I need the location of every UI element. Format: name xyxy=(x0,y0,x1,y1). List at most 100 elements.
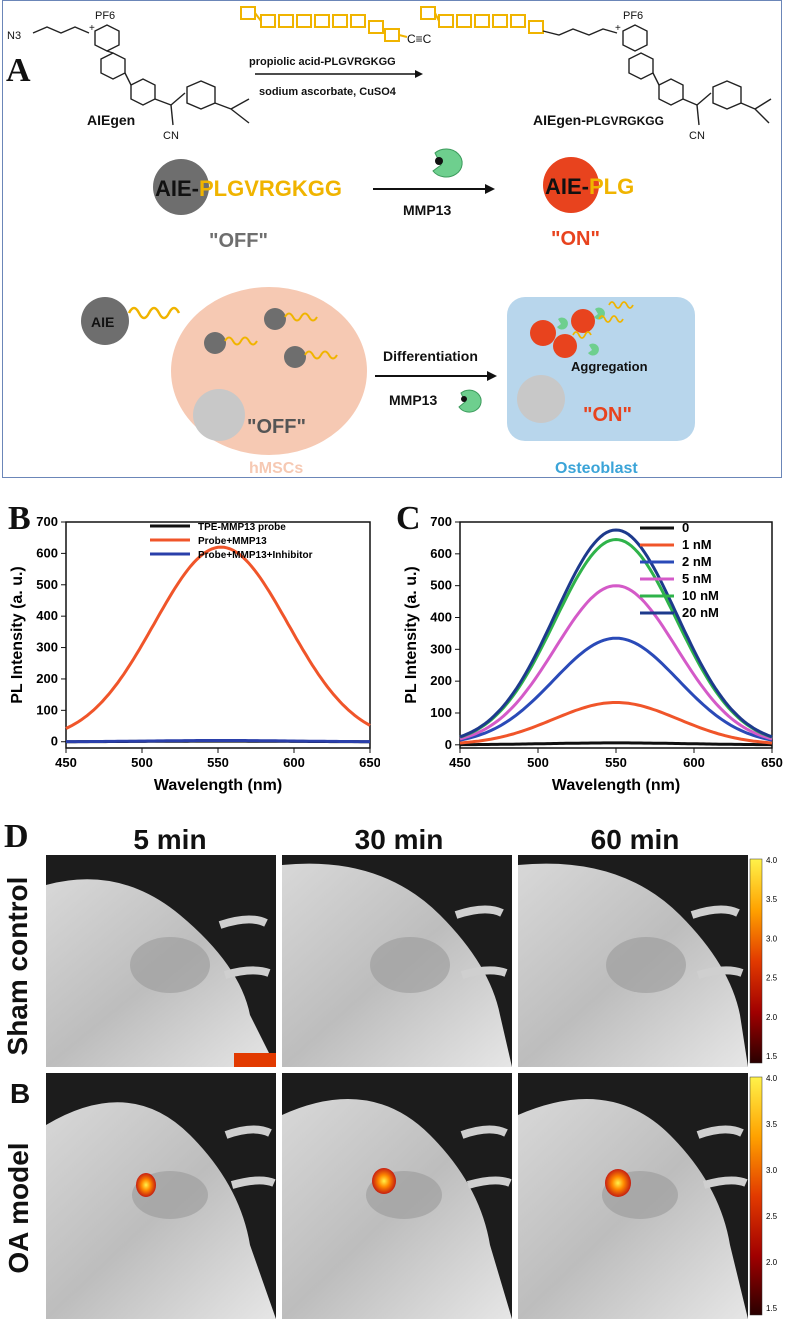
peptide-wave xyxy=(127,306,181,320)
series-line-2 xyxy=(459,636,773,742)
row-b-marker: B xyxy=(10,1078,31,1109)
on-label: "ON" xyxy=(551,228,600,250)
colorbar-tick-top: 2.0 xyxy=(766,1013,778,1022)
probe-gray-ball xyxy=(153,159,209,215)
series-line-2 xyxy=(66,739,370,744)
reagent1-label: propiolic acid-PLGVRGKGG xyxy=(249,56,396,68)
chart-b-pl-spectra: 450 500 550 600 650 0 100 200 300 400 500 600 700 Wav… xyxy=(9,514,380,794)
legend-label-4: 10 nM xyxy=(682,588,719,603)
colorbar-tick-bottom: 3.5 xyxy=(766,1120,778,1129)
image-oa-5min xyxy=(46,1073,276,1319)
legend-label-0: TPE-MMP13 probe xyxy=(198,522,286,533)
chart-c-pl-titration: 450 500 550 600 650 0 100 200 300 400 500 600 700 Wav… xyxy=(403,514,783,794)
colorbar-tick-top: 1.5 xyxy=(766,1052,778,1061)
colorbar-top xyxy=(749,858,763,1064)
x-tick-label: 600 xyxy=(683,755,705,770)
colorbar-tick-bottom: 2.0 xyxy=(766,1258,778,1267)
fluorescence-spot-60min xyxy=(605,1169,631,1197)
fluorescence-spot-5min xyxy=(136,1173,156,1197)
series-line-1 xyxy=(65,545,371,730)
y-tick-label: 600 xyxy=(36,545,58,560)
osteoblast-label: Osteoblast xyxy=(555,460,638,477)
charge-label: + xyxy=(89,23,95,34)
legend-label-2: 2 nM xyxy=(682,554,712,569)
colorbar-tick-bottom: 1.5 xyxy=(766,1304,778,1313)
peptide-chain-reagent xyxy=(240,6,408,42)
image-sham-30min xyxy=(282,855,512,1067)
aiegen-structure xyxy=(32,24,250,126)
enzyme-icon-cell xyxy=(458,389,482,413)
x-axis-label: Wavelength (nm) xyxy=(552,777,680,794)
product-structure xyxy=(542,24,772,126)
y-axis-label: PL Intensity (a. u.) xyxy=(403,566,420,704)
legend-label-0: 0 xyxy=(682,520,689,535)
product-charge: + xyxy=(615,23,621,34)
panel-a-scheme: N3 PF6 + CN AIEgen C≡C propiolic acid-PL… xyxy=(2,0,782,478)
colorbar-tick-top: 3.0 xyxy=(766,934,778,943)
y-tick-label: 700 xyxy=(36,514,58,529)
panel-letter-a: A xyxy=(6,52,31,89)
x-axis-label: Wavelength (nm) xyxy=(154,777,282,794)
panel-letter-d: D xyxy=(4,818,29,855)
y-tick-label: 300 xyxy=(430,641,452,656)
colorbar-bottom xyxy=(749,1076,763,1316)
x-tick-label: 500 xyxy=(131,755,153,770)
x-tick-label: 650 xyxy=(761,755,783,770)
y-tick-label: 200 xyxy=(36,671,58,686)
y-tick-label: 200 xyxy=(430,673,452,688)
product-label: AIEgen-PLGVRGKGG xyxy=(533,112,664,128)
aggregation-label: Aggregation xyxy=(571,359,648,374)
y-tick-label: 100 xyxy=(36,702,58,717)
y-axis-label: PL Intensity (a. u.) xyxy=(9,566,26,704)
colorbar-tick-bottom: 4.0 xyxy=(766,1074,778,1083)
colorbar-tick-top: 3.5 xyxy=(766,895,778,904)
enzyme-icon-top xyxy=(432,148,463,178)
cleaved-red-ball xyxy=(543,157,599,213)
reagent2-label: sodium ascorbate, CuSO4 xyxy=(259,86,397,98)
colorbar-ticks: 4.0 4.0 3.5 3.5 3.0 3.0 2.5 2.5 2.0 2.0 1.5 1.5 xyxy=(766,856,778,1313)
y-tick-label: 400 xyxy=(36,608,58,623)
product-nitrile: CN xyxy=(689,130,705,142)
colorbar-tick-bottom: 2.5 xyxy=(766,1212,778,1221)
y-tick-label: 600 xyxy=(430,546,452,561)
enzyme-label: MMP13 xyxy=(403,202,451,218)
legend-label-5: 20 nM xyxy=(682,605,719,620)
y-tick-label: 0 xyxy=(445,737,452,752)
x-tick-label: 650 xyxy=(359,755,380,770)
differentiation-label: Differentiation xyxy=(383,348,478,364)
fluorescence-spot-30min xyxy=(372,1168,396,1194)
aie-probe-ball xyxy=(81,297,129,345)
image-sham-5min xyxy=(46,855,276,1067)
off-label: "OFF" xyxy=(209,230,268,252)
colorbar-tick-top: 4.0 xyxy=(766,856,778,865)
azide-label: N3 xyxy=(7,30,21,42)
x-tick-label: 500 xyxy=(527,755,549,770)
probe-label: AIE-PLGVRGKGG xyxy=(155,176,342,201)
cell-on-label: "ON" xyxy=(583,404,632,426)
series-line-0 xyxy=(459,741,773,747)
scheme-graphics: N3 PF6 + CN AIEgen C≡C propiolic acid-PL… xyxy=(7,6,772,477)
hmscs-label: hMSCs xyxy=(249,460,303,477)
series-line-5 xyxy=(459,528,773,739)
x-tick-label: 600 xyxy=(283,755,305,770)
cleaved-label: AIE-PLG xyxy=(545,174,634,199)
x-tick-label: 550 xyxy=(605,755,627,770)
alkyne-label: C≡C xyxy=(407,32,432,46)
product-peptide-chain xyxy=(420,6,544,34)
y-tick-label: 300 xyxy=(36,640,58,655)
legend-label-1: 1 nM xyxy=(682,537,712,552)
panel-letter-b: B xyxy=(8,500,31,537)
colorbar-tick-bottom: 3.0 xyxy=(766,1166,778,1175)
product-counterion: PF6 xyxy=(623,10,643,22)
x-tick-label: 450 xyxy=(55,755,77,770)
legend-label-1: Probe+MMP13 xyxy=(198,536,267,547)
y-tick-label: 100 xyxy=(430,705,452,720)
time-label-5min: 5 min xyxy=(133,824,207,855)
counterion-label: PF6 xyxy=(95,10,115,22)
legend-label-2: Probe+MMP13+Inhibitor xyxy=(198,550,313,561)
imaging-grid: 4.0 4.0 3.5 3.5 3.0 3.0 2.5 2.5 2.0 2.0 1.5 1.5 xyxy=(46,855,778,1319)
aiegen-label: AIEgen xyxy=(87,112,135,128)
cell-off-label: "OFF" xyxy=(247,416,306,438)
legend-label-3: 5 nM xyxy=(682,571,712,586)
y-tick-label: 400 xyxy=(430,609,452,624)
